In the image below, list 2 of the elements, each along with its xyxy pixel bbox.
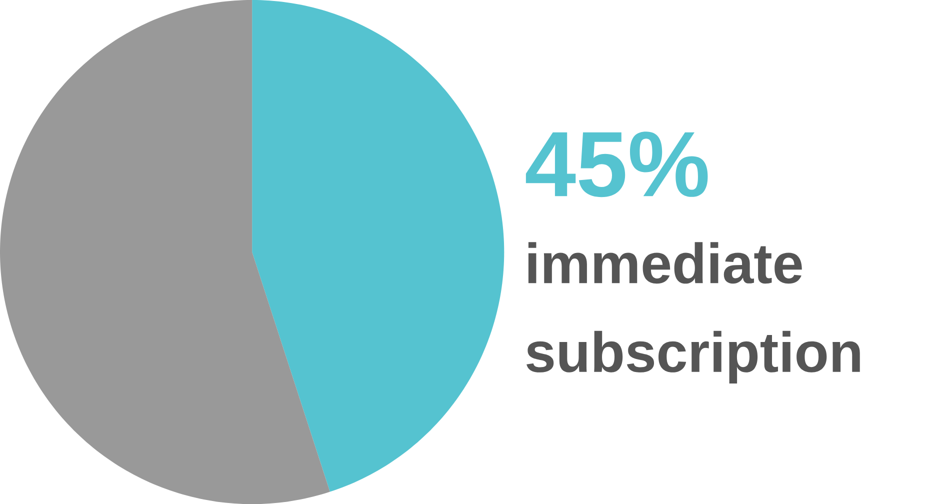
slice-label: immediate subscription	[526, 242, 860, 384]
data-label: 45%	[526, 132, 708, 198]
